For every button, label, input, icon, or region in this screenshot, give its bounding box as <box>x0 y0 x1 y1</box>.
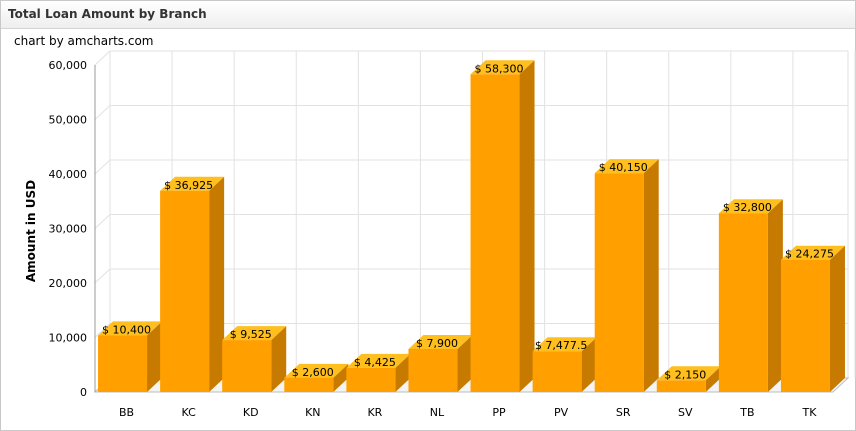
bar-top <box>656 366 721 381</box>
gridline-depth <box>94 268 111 284</box>
gridline-depth <box>94 50 111 66</box>
y-axis-label: Amount in USD <box>24 180 38 282</box>
x-tick-label: KR <box>367 406 382 419</box>
gridline-depth <box>94 105 111 120</box>
y-tick-label: 20,000 <box>49 277 88 290</box>
bar-front <box>656 380 706 392</box>
bar-top <box>780 245 845 260</box>
y-tick-label: 0 <box>80 386 87 399</box>
y-tick-label: 10,000 <box>49 332 88 345</box>
bar-side <box>271 326 287 392</box>
bar-front <box>346 367 396 392</box>
x-tick-label: PP <box>492 406 506 419</box>
bar-pp[interactable] <box>470 60 535 392</box>
bar-side <box>395 353 411 392</box>
bar-top <box>222 326 287 341</box>
data-label: $ 36,925 <box>164 179 213 192</box>
bar-top <box>408 334 473 349</box>
data-label: $ 7,900 <box>416 337 458 350</box>
y-tick-label: 40,000 <box>49 168 88 181</box>
data-label: $ 4,425 <box>354 356 396 369</box>
data-label: $ 9,525 <box>230 328 272 341</box>
data-label: $ 32,800 <box>723 201 772 214</box>
bar-top <box>98 321 163 336</box>
amcharts-credit-link[interactable]: chart by amcharts.com <box>14 34 154 48</box>
labels-layer: $ 10,400 $ 36,925 $ 9,525 $ 2,600 $ 4,425 $ 7… <box>102 62 834 381</box>
bar-top <box>470 60 535 75</box>
data-label: $ 40,150 <box>599 161 648 174</box>
bar-side <box>333 363 349 392</box>
bar-top <box>532 337 597 352</box>
bar-front <box>222 340 272 392</box>
x-tick-label: BB <box>119 406 134 419</box>
bar-kr[interactable] <box>346 353 411 392</box>
bar-sr[interactable] <box>594 159 659 392</box>
data-label: $ 2,600 <box>292 366 334 379</box>
bar-side <box>581 337 597 392</box>
x-tick-label: NL <box>430 406 445 419</box>
bar-front <box>284 377 334 392</box>
x-tick-label: TK <box>801 406 817 419</box>
bar-front <box>408 348 458 392</box>
bar-top <box>594 159 659 174</box>
bar-kc[interactable] <box>160 176 225 392</box>
bar-front <box>532 351 582 392</box>
panel-title: Total Loan Amount by Branch <box>8 7 207 21</box>
bar-tb[interactable] <box>718 199 783 392</box>
bar-side <box>829 245 845 392</box>
bar-side <box>767 199 783 392</box>
x-tick-label: PV <box>554 406 569 419</box>
bar-front <box>160 190 210 392</box>
bar-tk[interactable] <box>780 245 845 392</box>
bar-side <box>705 366 721 392</box>
data-label: $ 58,300 <box>475 62 524 75</box>
panel-header: Total Loan Amount by Branch <box>1 1 855 29</box>
gridline-depth <box>94 159 111 175</box>
x-tick-label: SR <box>616 406 631 419</box>
y-tick-label: 60,000 <box>49 59 88 72</box>
bar-nl[interactable] <box>408 334 473 392</box>
bar-side <box>643 159 659 392</box>
x-tick-label: TB <box>739 406 754 419</box>
bars-layer <box>98 60 845 392</box>
bar-sv[interactable] <box>656 366 721 392</box>
data-label: $ 24,275 <box>785 248 834 261</box>
bar-top <box>346 353 411 368</box>
data-label: $ 2,150 <box>664 368 706 381</box>
bar-kn[interactable] <box>284 363 349 392</box>
bar-top <box>160 176 225 191</box>
y-tick-label: 30,000 <box>49 223 88 236</box>
x-tick-label: KC <box>181 406 196 419</box>
gridline-depth <box>94 323 111 338</box>
bar-front <box>594 173 644 392</box>
bar-pv[interactable] <box>532 337 597 392</box>
bar-top <box>284 363 349 378</box>
bar-top <box>718 199 783 214</box>
bar-side <box>457 334 473 392</box>
x-tick-label: KD <box>243 406 259 419</box>
bar-side <box>209 176 225 392</box>
y-tick-label: 50,000 <box>49 114 88 127</box>
bar-side <box>519 60 535 392</box>
bar-front <box>98 335 148 392</box>
bar-front <box>470 74 520 392</box>
data-label: $ 10,400 <box>102 323 151 336</box>
data-label: $ 7,477.5 <box>535 339 587 352</box>
bar-front <box>718 213 768 392</box>
x-tick-label: SV <box>678 406 693 419</box>
bar-bb[interactable] <box>98 321 163 392</box>
bar-kd[interactable] <box>222 326 287 392</box>
gridline-depth <box>94 214 111 229</box>
bar-front <box>780 259 830 392</box>
bar-side <box>147 321 163 392</box>
x-tick-label: KN <box>305 406 320 419</box>
